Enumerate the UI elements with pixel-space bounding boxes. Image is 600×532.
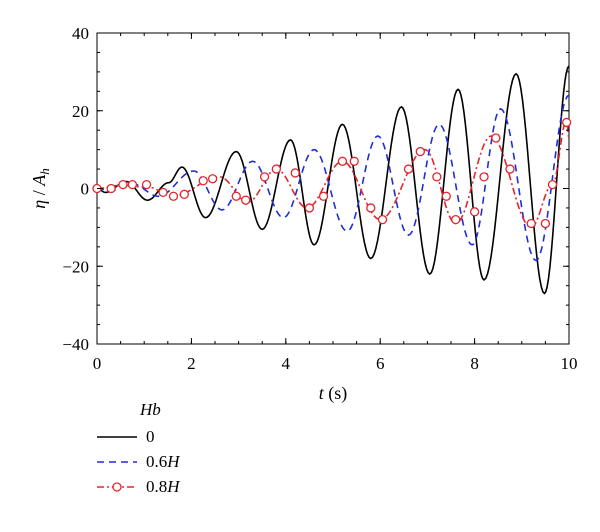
y-axis-label: η / Ah bbox=[29, 168, 52, 208]
data-point bbox=[106, 183, 116, 194]
data-point bbox=[141, 179, 152, 190]
data-point bbox=[241, 195, 251, 205]
data-point bbox=[540, 218, 551, 229]
data-point bbox=[337, 156, 348, 166]
data-point bbox=[366, 203, 376, 213]
data-point bbox=[179, 189, 189, 199]
data-point bbox=[259, 172, 270, 182]
data-point bbox=[168, 191, 179, 201]
y-tick-label: 40 bbox=[72, 24, 89, 43]
data-point bbox=[158, 187, 168, 198]
data-point bbox=[304, 203, 315, 213]
legend: Hb 0 0.6H 0.8H bbox=[97, 400, 181, 496]
data-point bbox=[403, 164, 414, 174]
legend-label-2: 0.8H bbox=[146, 477, 181, 496]
data-point bbox=[198, 176, 208, 186]
data-point bbox=[469, 207, 480, 217]
x-tick-label: 0 bbox=[93, 354, 102, 373]
data-point bbox=[561, 117, 572, 128]
x-tick-label: 8 bbox=[470, 354, 479, 373]
data-point bbox=[349, 156, 359, 166]
series-line-0 bbox=[96, 65, 570, 295]
data-point bbox=[451, 214, 461, 225]
data-point bbox=[377, 214, 388, 225]
data-point bbox=[526, 218, 536, 229]
data-point bbox=[432, 172, 442, 182]
data-point bbox=[231, 191, 241, 201]
y-tick-label: −20 bbox=[62, 257, 89, 276]
data-point bbox=[441, 191, 451, 201]
x-axis-label: t (s) bbox=[319, 383, 348, 404]
x-tick-label: 2 bbox=[187, 354, 196, 373]
series-line-1 bbox=[96, 94, 570, 262]
legend-marker bbox=[112, 482, 122, 492]
data-point bbox=[318, 191, 329, 201]
data-point bbox=[271, 164, 282, 174]
data-point bbox=[127, 179, 138, 190]
ticks-layer: 0 2 4 6 8 10 −40 −20 0 20 40 t (s) η / Ah bbox=[29, 24, 578, 404]
y-tick-label: 20 bbox=[72, 102, 89, 121]
x-tick-label: 10 bbox=[561, 354, 578, 373]
data-point bbox=[479, 172, 489, 182]
legend-label-1: 0.6H bbox=[146, 452, 181, 471]
data-point bbox=[415, 146, 425, 157]
data-point bbox=[491, 133, 501, 143]
legend-title: Hb bbox=[139, 400, 161, 419]
data-point bbox=[547, 179, 558, 190]
x-tick-label: 6 bbox=[376, 354, 385, 373]
y-tick-label: −40 bbox=[62, 335, 89, 354]
data-point bbox=[290, 168, 300, 178]
data-point bbox=[118, 179, 128, 190]
y-tick-label: 0 bbox=[81, 180, 90, 199]
data-point bbox=[505, 164, 515, 174]
legend-label-0: 0 bbox=[146, 427, 155, 446]
data-point bbox=[207, 174, 218, 184]
x-tick-label: 4 bbox=[282, 354, 291, 373]
series-layer bbox=[92, 65, 572, 295]
